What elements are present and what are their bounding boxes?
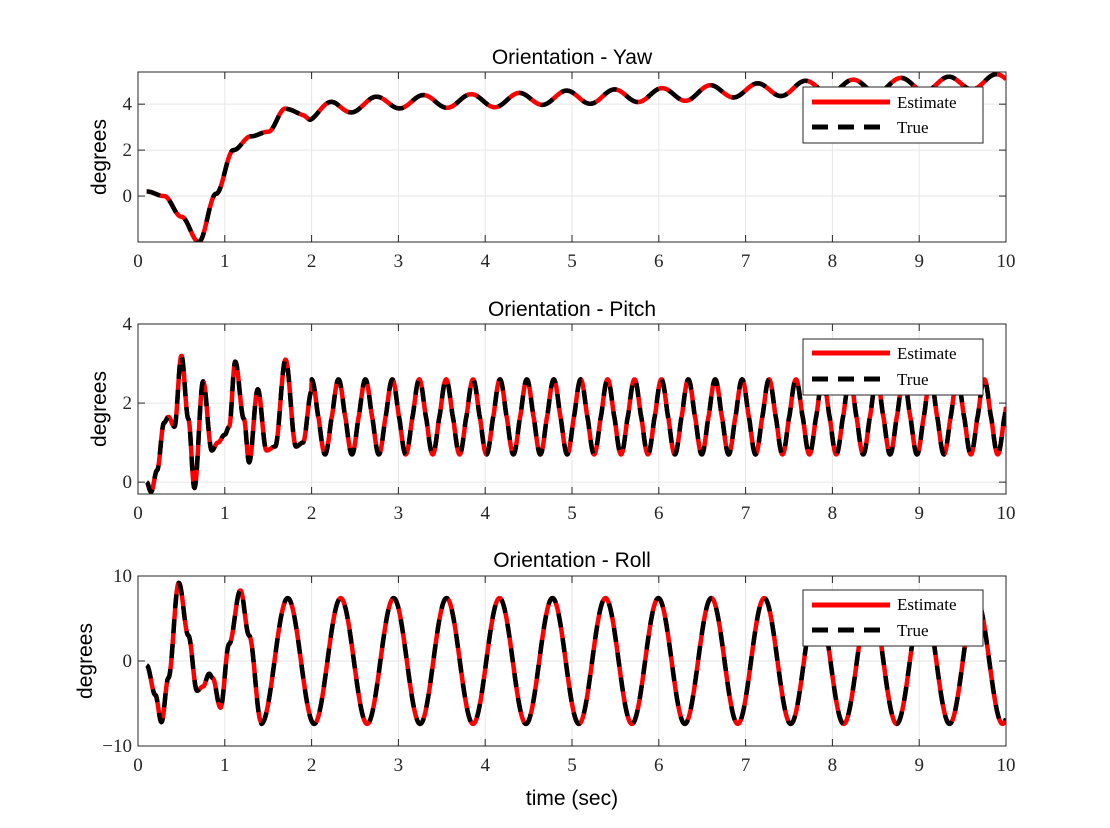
roll-xtick-label: 4 (480, 755, 490, 776)
yaw-xtick-label: 7 (741, 251, 751, 272)
yaw-xtick-label: 1 (220, 251, 230, 272)
pitch-xtick-label: 9 (914, 503, 924, 524)
roll-legend: Estimate True (802, 589, 984, 647)
pitch-legend-estimate-label: Estimate (897, 344, 956, 363)
pitch-legend-true-label: True (897, 370, 929, 389)
roll-xtick-label: 3 (394, 755, 404, 776)
pitch-xtick-label: 3 (394, 503, 404, 524)
pitch-xtick-label: 0 (133, 503, 143, 524)
roll-xtick-label: 7 (741, 755, 751, 776)
yaw-legend-box (802, 86, 984, 144)
pitch-axes-frame (137, 323, 1007, 495)
roll-xtick-label: 6 (654, 755, 664, 776)
roll-legend-true-label: True (897, 621, 929, 640)
yaw-axes: 0 1 2 3 4 5 6 7 8 9 10 0 2 4 Orientation - Yaw degree… (88, 46, 1016, 272)
yaw-ticks: 0 1 2 3 4 5 6 7 8 9 10 0 2 4 (123, 72, 1016, 272)
yaw-xtick-label: 2 (307, 251, 317, 272)
pitch-xtick-label: 7 (741, 503, 751, 524)
yaw-series-true-line (145, 72, 1006, 242)
yaw-xtick-label: 9 (914, 251, 924, 272)
yaw-ytick-label: 0 (123, 186, 133, 207)
yaw-xtick-label: 10 (997, 251, 1016, 272)
pitch-xtick-label: 8 (828, 503, 838, 524)
roll-ytick-label: 0 (123, 651, 133, 672)
pitch-xtick-label: 2 (307, 503, 317, 524)
yaw-xtick-label: 0 (133, 251, 143, 272)
roll-xtick-label: 10 (997, 755, 1016, 776)
pitch-xtick-label: 1 (220, 503, 230, 524)
pitch-legend: Estimate True (802, 338, 984, 396)
roll-series-true-line (145, 580, 1006, 727)
roll-xtick-label: 1 (220, 755, 230, 776)
pitch-title: Orientation - Pitch (488, 298, 656, 321)
roll-ylabel: degrees (74, 623, 97, 699)
pitch-xtick-label: 10 (997, 503, 1016, 524)
yaw-ytick-label: 4 (123, 94, 133, 115)
roll-xtick-label: 9 (914, 755, 924, 776)
yaw-axes-frame (137, 71, 1007, 243)
yaw-title: Orientation - Yaw (492, 46, 653, 69)
roll-legend-estimate-label: Estimate (897, 595, 956, 614)
pitch-axes: 0 1 2 3 4 5 6 7 8 9 10 0 2 4 Orientation - Pitch degr… (88, 298, 1016, 524)
roll-xtick-label: 0 (133, 755, 143, 776)
yaw-xtick-label: 6 (654, 251, 664, 272)
pitch-ylabel: degrees (88, 371, 111, 447)
pitch-xtick-label: 6 (654, 503, 664, 524)
roll-xtick-label: 2 (307, 755, 317, 776)
pitch-ytick-label: 4 (123, 314, 133, 335)
yaw-xtick-label: 5 (567, 251, 577, 272)
roll-xlabel: time (sec) (526, 787, 618, 810)
pitch-series (145, 353, 1006, 494)
roll-xtick-label: 5 (567, 755, 577, 776)
roll-ytick-label: −10 (102, 736, 132, 757)
yaw-legend: Estimate True (802, 86, 984, 144)
roll-ytick-label: 10 (113, 566, 132, 587)
roll-axes-frame (137, 575, 1007, 747)
pitch-ytick-label: 2 (123, 393, 133, 414)
yaw-ylabel: degrees (88, 119, 111, 195)
yaw-legend-true-label: True (897, 118, 929, 137)
roll-xtick-label: 8 (828, 755, 838, 776)
roll-legend-box (802, 589, 984, 647)
yaw-series (145, 72, 1006, 242)
pitch-series-true-line (145, 353, 1006, 494)
pitch-ytick-label: 0 (123, 472, 133, 493)
yaw-xtick-label: 3 (394, 251, 404, 272)
yaw-legend-estimate-label: Estimate (897, 93, 956, 112)
yaw-xtick-label: 8 (828, 251, 838, 272)
yaw-xtick-label: 4 (480, 251, 490, 272)
roll-title: Orientation - Roll (493, 549, 651, 572)
pitch-legend-box (802, 338, 984, 396)
pitch-xtick-label: 5 (567, 503, 577, 524)
yaw-ytick-label: 2 (123, 140, 133, 161)
pitch-xtick-label: 4 (480, 503, 490, 524)
